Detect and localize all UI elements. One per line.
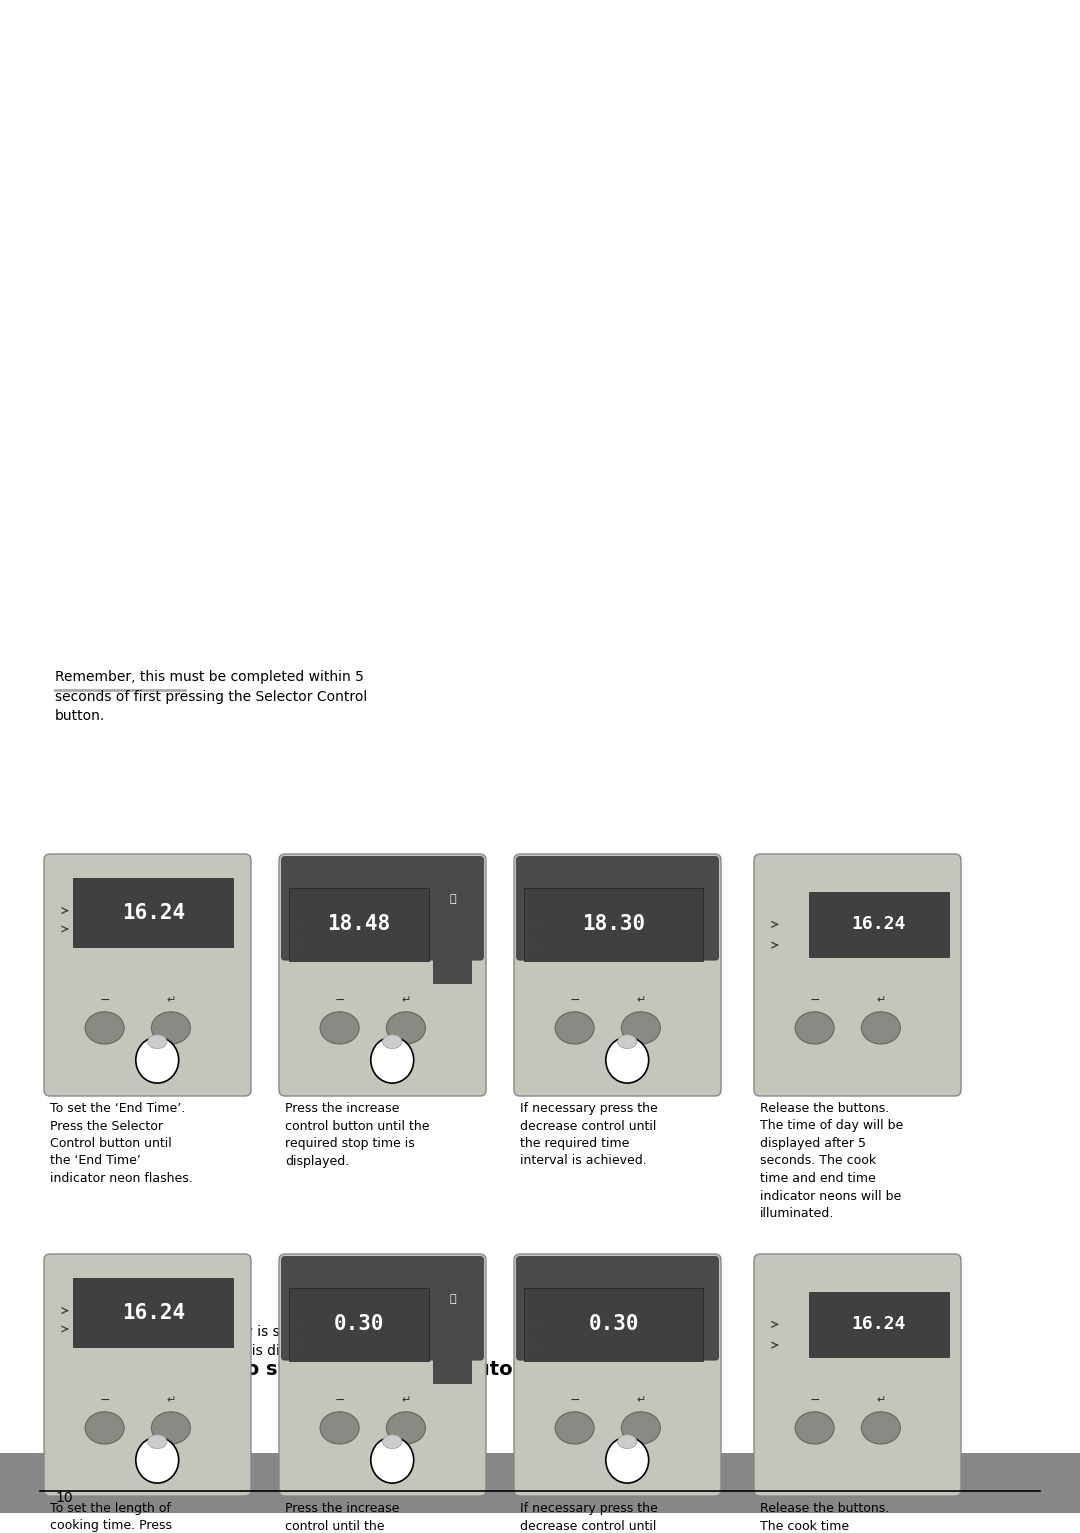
Text: −: − [335, 1393, 345, 1407]
Text: 16.24: 16.24 [852, 1315, 906, 1334]
Text: Release the buttons.
The cook time
indicator neon will be
illuminated.: Release the buttons. The cook time indic… [760, 1502, 894, 1533]
FancyBboxPatch shape [809, 892, 949, 957]
FancyBboxPatch shape [433, 1288, 472, 1384]
Text: −: − [335, 993, 345, 1007]
Ellipse shape [320, 1412, 359, 1444]
Ellipse shape [148, 1435, 167, 1449]
Text: −: − [569, 993, 580, 1007]
Ellipse shape [795, 1412, 834, 1444]
Ellipse shape [85, 1412, 124, 1444]
FancyBboxPatch shape [519, 908, 715, 957]
FancyBboxPatch shape [0, 1453, 1080, 1513]
FancyBboxPatch shape [73, 1279, 233, 1348]
Text: ⏳: ⏳ [449, 1294, 456, 1305]
Ellipse shape [370, 1038, 414, 1084]
Ellipse shape [555, 1412, 594, 1444]
Text: Release the buttons.
The time of day will be
displayed after 5
seconds. The cook: Release the buttons. The time of day wil… [760, 1102, 903, 1220]
Ellipse shape [136, 1436, 178, 1482]
FancyBboxPatch shape [44, 854, 251, 1096]
Text: 16.24: 16.24 [122, 903, 185, 923]
FancyBboxPatch shape [285, 908, 480, 957]
Ellipse shape [382, 1435, 402, 1449]
Text: ↵: ↵ [876, 995, 886, 1006]
Text: 18.30: 18.30 [582, 914, 645, 935]
FancyBboxPatch shape [289, 1288, 429, 1361]
Ellipse shape [387, 1012, 426, 1044]
Text: 0.30: 0.30 [589, 1314, 639, 1334]
Text: To set the length of
cooking time. Press
the Selector Control
button until the c: To set the length of cooking time. Press… [50, 1502, 187, 1533]
Ellipse shape [606, 1436, 649, 1482]
Text: 16.24: 16.24 [122, 1303, 185, 1323]
Text: −: − [809, 993, 820, 1007]
Ellipse shape [555, 1012, 594, 1044]
FancyBboxPatch shape [514, 1254, 721, 1496]
Ellipse shape [621, 1012, 660, 1044]
Text: ↵: ↵ [876, 1395, 886, 1406]
FancyBboxPatch shape [519, 1308, 715, 1357]
Text: Press the increase
control until the
required length of
cooking time is
displaye: Press the increase control until the req… [285, 1502, 400, 1533]
Text: ↵: ↵ [166, 1395, 176, 1406]
Text: 10: 10 [55, 1492, 72, 1505]
FancyBboxPatch shape [809, 1292, 949, 1357]
Text: −: − [99, 993, 110, 1007]
FancyBboxPatch shape [285, 1308, 480, 1357]
Ellipse shape [151, 1412, 190, 1444]
FancyBboxPatch shape [281, 1256, 484, 1361]
Ellipse shape [606, 1038, 649, 1084]
Text: Remember, this must be completed within 5
seconds of first pressing the Selector: Remember, this must be completed within … [55, 670, 367, 724]
Text: −: − [99, 1393, 110, 1407]
Text: To set the timer to switch on and off automatically: To set the timer to switch on and off au… [55, 1360, 612, 1380]
FancyBboxPatch shape [281, 855, 484, 961]
Text: ↵: ↵ [166, 995, 176, 1006]
Text: −: − [809, 1393, 820, 1407]
Ellipse shape [85, 1012, 124, 1044]
Ellipse shape [151, 1012, 190, 1044]
Ellipse shape [148, 1035, 167, 1049]
Ellipse shape [387, 1412, 426, 1444]
Text: If necessary press the
decrease control until
the required time
interval is achi: If necessary press the decrease control … [519, 1102, 658, 1168]
Text: ↵: ↵ [636, 1395, 646, 1406]
Ellipse shape [618, 1435, 637, 1449]
FancyBboxPatch shape [44, 1254, 251, 1496]
FancyBboxPatch shape [433, 888, 472, 984]
FancyBboxPatch shape [516, 1256, 719, 1361]
Ellipse shape [795, 1012, 834, 1044]
Text: ⏳: ⏳ [449, 894, 456, 904]
Text: 18.48: 18.48 [327, 914, 391, 935]
FancyBboxPatch shape [289, 888, 429, 961]
FancyBboxPatch shape [754, 1254, 961, 1496]
FancyBboxPatch shape [524, 1288, 703, 1361]
Text: 16.24: 16.24 [852, 915, 906, 934]
FancyBboxPatch shape [516, 855, 719, 961]
Text: Press the increase
control button until the
required stop time is
displayed.: Press the increase control button until … [285, 1102, 430, 1168]
Text: −: − [569, 1393, 580, 1407]
Ellipse shape [382, 1035, 402, 1049]
Ellipse shape [320, 1012, 359, 1044]
Text: 0.30: 0.30 [334, 1314, 384, 1334]
Text: ↵: ↵ [401, 1395, 410, 1406]
FancyBboxPatch shape [279, 1254, 486, 1496]
FancyBboxPatch shape [514, 854, 721, 1096]
FancyBboxPatch shape [524, 888, 703, 961]
Text: Ensure the electricity supply is switched on and
that the correct time of day is: Ensure the electricity supply is switche… [55, 1325, 387, 1358]
Ellipse shape [862, 1012, 901, 1044]
Text: ↵: ↵ [636, 995, 646, 1006]
Text: ↵: ↵ [401, 995, 410, 1006]
FancyBboxPatch shape [279, 854, 486, 1096]
Ellipse shape [621, 1412, 660, 1444]
FancyBboxPatch shape [754, 854, 961, 1096]
Text: If necessary press the
decrease control until
the correct time
interval is achie: If necessary press the decrease control … [519, 1502, 658, 1533]
Ellipse shape [136, 1038, 178, 1084]
Text: To set the ‘End Time’.
Press the Selector
Control button until
the ‘End Time’
in: To set the ‘End Time’. Press the Selecto… [50, 1102, 192, 1185]
Text: Place food in oven.: Place food in oven. [530, 1325, 662, 1338]
Ellipse shape [618, 1035, 637, 1049]
Ellipse shape [862, 1412, 901, 1444]
Ellipse shape [370, 1436, 414, 1482]
FancyBboxPatch shape [73, 878, 233, 947]
